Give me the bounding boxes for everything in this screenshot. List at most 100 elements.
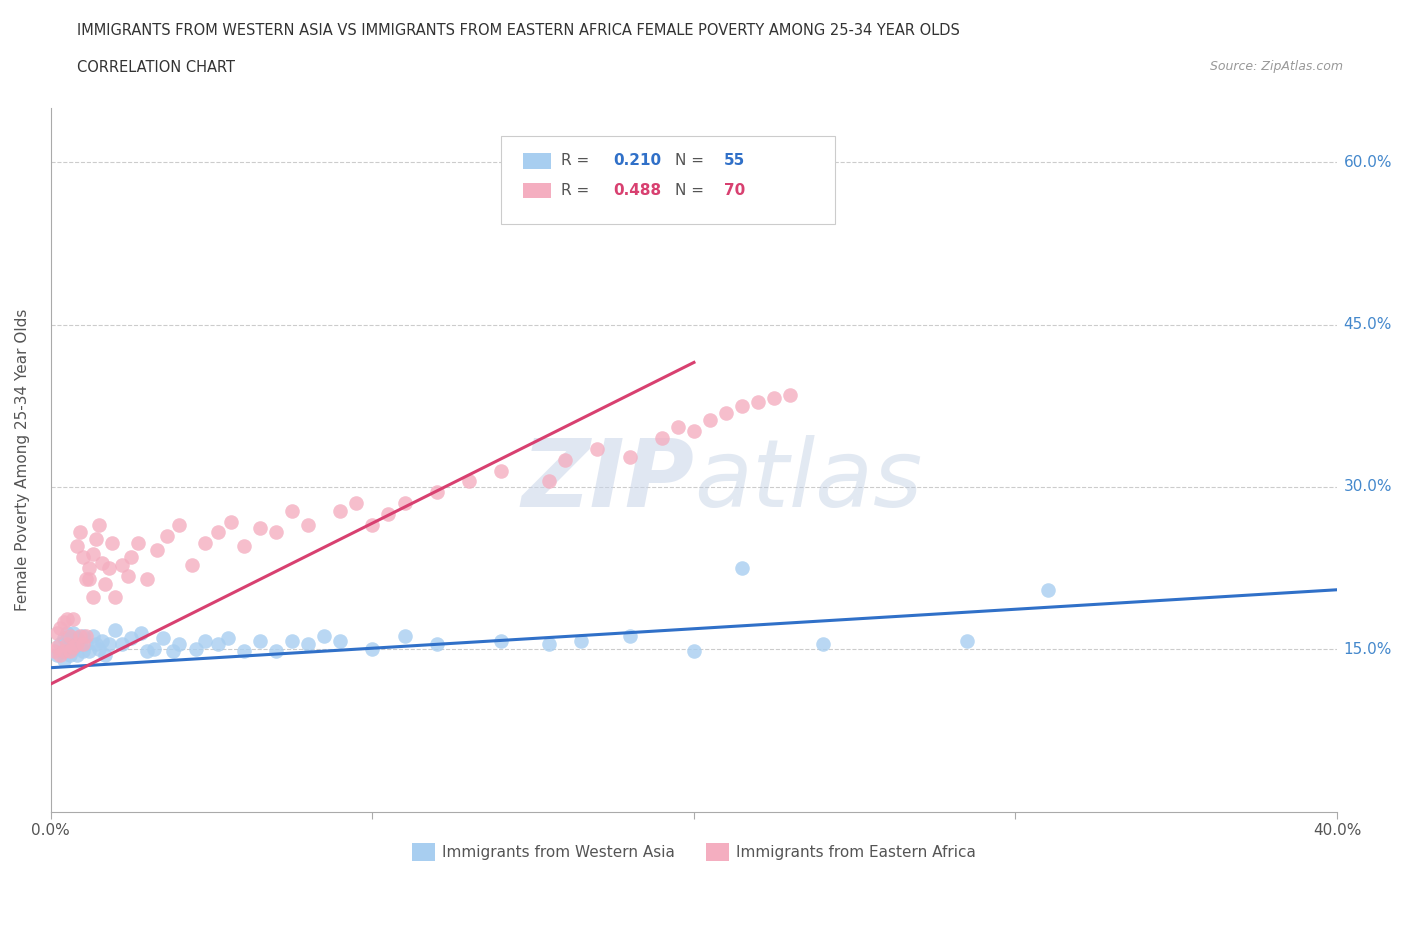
Bar [523, 153, 551, 168]
Y-axis label: Female Poverty Among 25-34 Year Olds: Female Poverty Among 25-34 Year Olds [15, 309, 30, 611]
Point [46, 626, 69, 641]
Point [683, 423, 706, 438]
Point [75, 636, 97, 651]
Point [571, 633, 593, 648]
Point [314, 629, 336, 644]
Point [59, 629, 82, 644]
Point [489, 633, 512, 648]
Point [117, 568, 139, 583]
Point [714, 405, 737, 420]
Point [297, 517, 319, 532]
Point [489, 463, 512, 478]
Point [72, 629, 94, 644]
Point [152, 631, 174, 646]
Point [619, 449, 641, 464]
Point [217, 631, 239, 646]
Point [219, 514, 242, 529]
Text: 30.0%: 30.0% [1344, 479, 1392, 495]
Point [426, 485, 449, 499]
Point [82, 590, 104, 604]
Point [731, 398, 754, 413]
Point [56, 636, 79, 651]
Point [84, 636, 107, 651]
Point [49, 647, 72, 662]
Point [169, 636, 191, 651]
Point [56, 642, 79, 657]
Point [184, 642, 207, 657]
Point [65, 539, 87, 554]
Point [62, 626, 84, 641]
Point [169, 517, 191, 532]
Text: atlas: atlas [695, 435, 922, 526]
Point [91, 555, 114, 570]
Point [97, 636, 120, 651]
Point [194, 536, 217, 551]
Point [162, 644, 184, 659]
Text: 60.0%: 60.0% [1344, 154, 1392, 169]
Point [207, 636, 229, 651]
Text: R =: R = [561, 153, 595, 168]
Text: N =: N = [675, 183, 709, 198]
Point [651, 431, 673, 445]
Point [72, 550, 94, 565]
Text: 0.488: 0.488 [613, 183, 661, 198]
Point [94, 647, 117, 662]
Point [129, 626, 152, 641]
Point [65, 631, 87, 646]
Point [52, 615, 75, 630]
Point [811, 636, 834, 651]
Text: 55: 55 [724, 153, 745, 168]
Point [65, 636, 87, 651]
Point [264, 525, 287, 539]
Point [62, 612, 84, 627]
Point [56, 612, 79, 627]
Point [59, 647, 82, 662]
Point [69, 629, 91, 644]
Point [666, 420, 689, 435]
Point [120, 631, 142, 646]
Point [69, 525, 91, 539]
Point [49, 636, 72, 651]
Point [101, 536, 124, 551]
Point [91, 633, 114, 648]
Point [42, 644, 65, 659]
Point [87, 642, 110, 657]
Point [361, 517, 384, 532]
Point [249, 633, 271, 648]
Point [120, 550, 142, 565]
Point [97, 561, 120, 576]
Point [136, 644, 159, 659]
Point [52, 631, 75, 646]
Text: CORRELATION CHART: CORRELATION CHART [77, 60, 235, 75]
Point [779, 388, 801, 403]
Point [956, 633, 979, 648]
Point [62, 642, 84, 657]
Point [194, 633, 217, 648]
Text: R =: R = [561, 183, 595, 198]
Point [329, 633, 352, 648]
Text: ZIP: ZIP [522, 435, 695, 527]
Point [104, 590, 127, 604]
Point [127, 536, 149, 551]
Point [59, 644, 82, 659]
Point [75, 572, 97, 587]
Point [155, 528, 177, 543]
Point [146, 542, 169, 557]
Point [207, 525, 229, 539]
Point [394, 629, 416, 644]
Point [1036, 582, 1059, 597]
Point [82, 547, 104, 562]
Point [232, 539, 254, 554]
Point [619, 629, 641, 644]
Point [49, 620, 72, 635]
Point [586, 442, 609, 457]
Point [82, 629, 104, 644]
Legend: Immigrants from Western Asia, Immigrants from Eastern Africa: Immigrants from Western Asia, Immigrants… [405, 836, 983, 868]
Point [747, 395, 769, 410]
Point [79, 561, 101, 576]
Point [232, 644, 254, 659]
Point [731, 561, 754, 576]
Point [264, 644, 287, 659]
Point [72, 636, 94, 651]
Point [52, 653, 75, 668]
